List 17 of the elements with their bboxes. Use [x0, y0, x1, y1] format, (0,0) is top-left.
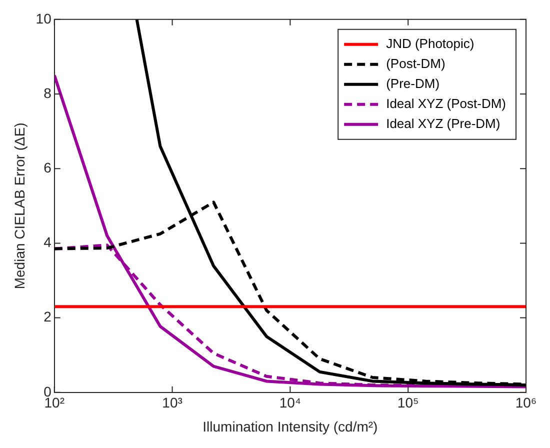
y-tick-label: 4 [44, 234, 52, 250]
legend-label: JND (Photopic) [386, 36, 474, 51]
legend-label: Ideal XYZ (Pre-DM) [386, 116, 500, 131]
legend-label: (Pre-DM) [386, 76, 440, 91]
y-tick-label: 10 [36, 10, 52, 26]
y-tick-label: 8 [44, 84, 52, 101]
legend-label: Ideal XYZ (Post-DM) [386, 96, 506, 111]
x-tick-label: 10³ [162, 394, 183, 411]
x-tick-label: 10⁵ [397, 394, 419, 411]
y-axis-title: Median CIELAB Error (ΔE) [11, 122, 28, 290]
y-tick-label: 0 [44, 383, 52, 400]
y-tick-label: 6 [44, 159, 52, 176]
x-tick-label: 10⁶ [515, 394, 537, 411]
y-tick-label: 2 [44, 308, 52, 325]
x-axis-title: Illumination Intensity (cd/m²) [202, 418, 378, 434]
x-tick-label: 10⁴ [279, 394, 301, 411]
legend-label: (Post-DM) [386, 56, 446, 71]
